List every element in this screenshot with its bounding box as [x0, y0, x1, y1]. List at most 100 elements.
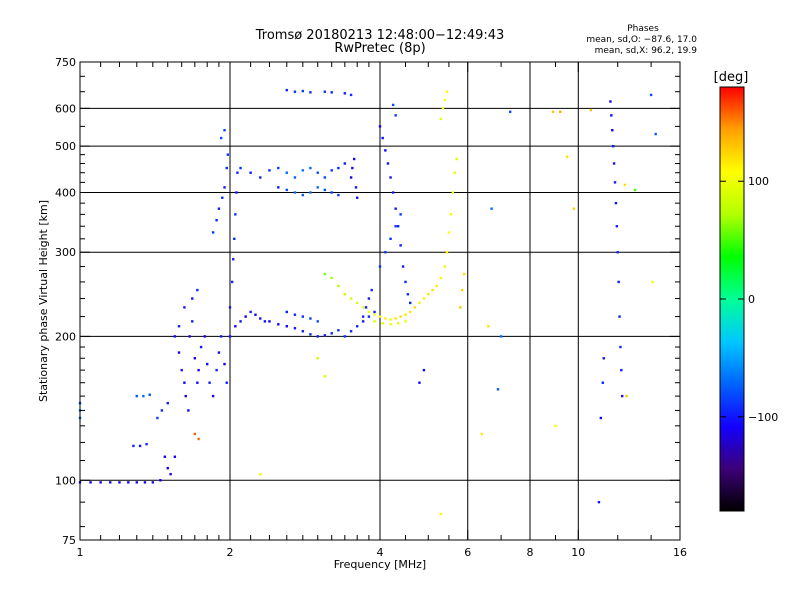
data-point [625, 394, 628, 398]
data-point [389, 323, 392, 326]
colorbar-tick-label: −100 [748, 411, 778, 424]
data-point [349, 330, 353, 333]
data-point [293, 327, 297, 330]
data-point [145, 442, 148, 446]
data-point [508, 110, 512, 114]
x-tick-label: 10 [571, 546, 585, 559]
data-point [330, 332, 333, 335]
data-point [151, 481, 155, 484]
colorbar-tick-label: 100 [748, 175, 769, 188]
data-point [451, 191, 455, 194]
data-point [409, 310, 412, 314]
chart-subtitle: RwPretec (8p) [334, 41, 425, 56]
data-point [616, 251, 619, 254]
data-point [239, 166, 242, 170]
data-point [191, 297, 194, 300]
data-point [355, 196, 359, 199]
data-points [78, 88, 657, 516]
data-point [323, 334, 327, 337]
data-point [612, 162, 616, 165]
data-point [394, 114, 397, 117]
data-point [445, 251, 449, 254]
data-point [323, 272, 327, 276]
data-point [427, 293, 430, 296]
data-point [316, 171, 319, 174]
data-point [197, 437, 200, 441]
data-point [406, 293, 410, 296]
grid-lines [80, 62, 680, 540]
data-point [160, 409, 164, 412]
data-point [177, 325, 181, 328]
data-point [215, 368, 218, 372]
data-point [323, 176, 327, 179]
data-point [449, 213, 453, 216]
data-point [184, 394, 187, 398]
data-point [259, 317, 262, 320]
data-point [461, 288, 464, 292]
y-tick-label: 75 [62, 534, 76, 547]
data-point [623, 183, 627, 187]
data-point [135, 394, 138, 398]
x-tick-label: 6 [464, 546, 471, 559]
data-point [337, 166, 340, 170]
y-tick-label: 600 [55, 102, 76, 115]
data-point [211, 394, 215, 398]
data-point [633, 188, 637, 192]
data-point [378, 315, 382, 318]
y-tick-label: 300 [55, 246, 76, 259]
data-point [418, 301, 421, 305]
data-point [364, 306, 368, 309]
data-point [381, 136, 384, 140]
data-point [617, 280, 620, 284]
data-point [208, 381, 211, 384]
data-point [370, 288, 373, 292]
data-point [367, 315, 371, 318]
data-point [654, 132, 657, 136]
data-point [191, 320, 194, 323]
data-point [611, 144, 615, 148]
data-point [611, 128, 614, 132]
data-point [384, 149, 387, 152]
data-point [373, 313, 376, 316]
data-point [389, 318, 392, 321]
data-point [373, 310, 376, 314]
data-point [187, 409, 190, 412]
colorbar-tick-label: 0 [748, 293, 755, 306]
data-point [169, 472, 172, 476]
data-point [301, 193, 305, 197]
data-point [225, 166, 228, 170]
data-point [597, 500, 601, 504]
data-point [159, 479, 162, 482]
data-point [226, 153, 230, 156]
data-point [301, 315, 305, 318]
data-point [343, 335, 347, 338]
data-point [244, 315, 247, 318]
data-point [355, 325, 359, 328]
x-tick-label: 4 [377, 546, 384, 559]
x-tick-label: 16 [673, 546, 687, 559]
data-point [268, 169, 271, 172]
data-point [135, 481, 138, 484]
data-point [384, 317, 387, 320]
data-point [277, 186, 280, 189]
data-point [177, 351, 181, 354]
data-point [225, 381, 228, 384]
colorbar: [deg] 100 0 −100 [714, 70, 778, 512]
data-point [309, 191, 312, 194]
data-point [445, 90, 449, 93]
data-point [301, 330, 305, 333]
data-point [259, 472, 262, 476]
data-point [197, 368, 200, 372]
data-point [620, 368, 623, 372]
data-point [447, 231, 451, 234]
data-point [559, 110, 562, 114]
data-point [205, 362, 209, 366]
data-point [183, 306, 186, 309]
data-point [496, 388, 500, 391]
data-point [337, 193, 340, 197]
data-point [589, 108, 593, 112]
data-point [367, 310, 371, 314]
data-point [309, 91, 312, 94]
data-point [316, 320, 319, 323]
data-point [285, 310, 288, 314]
